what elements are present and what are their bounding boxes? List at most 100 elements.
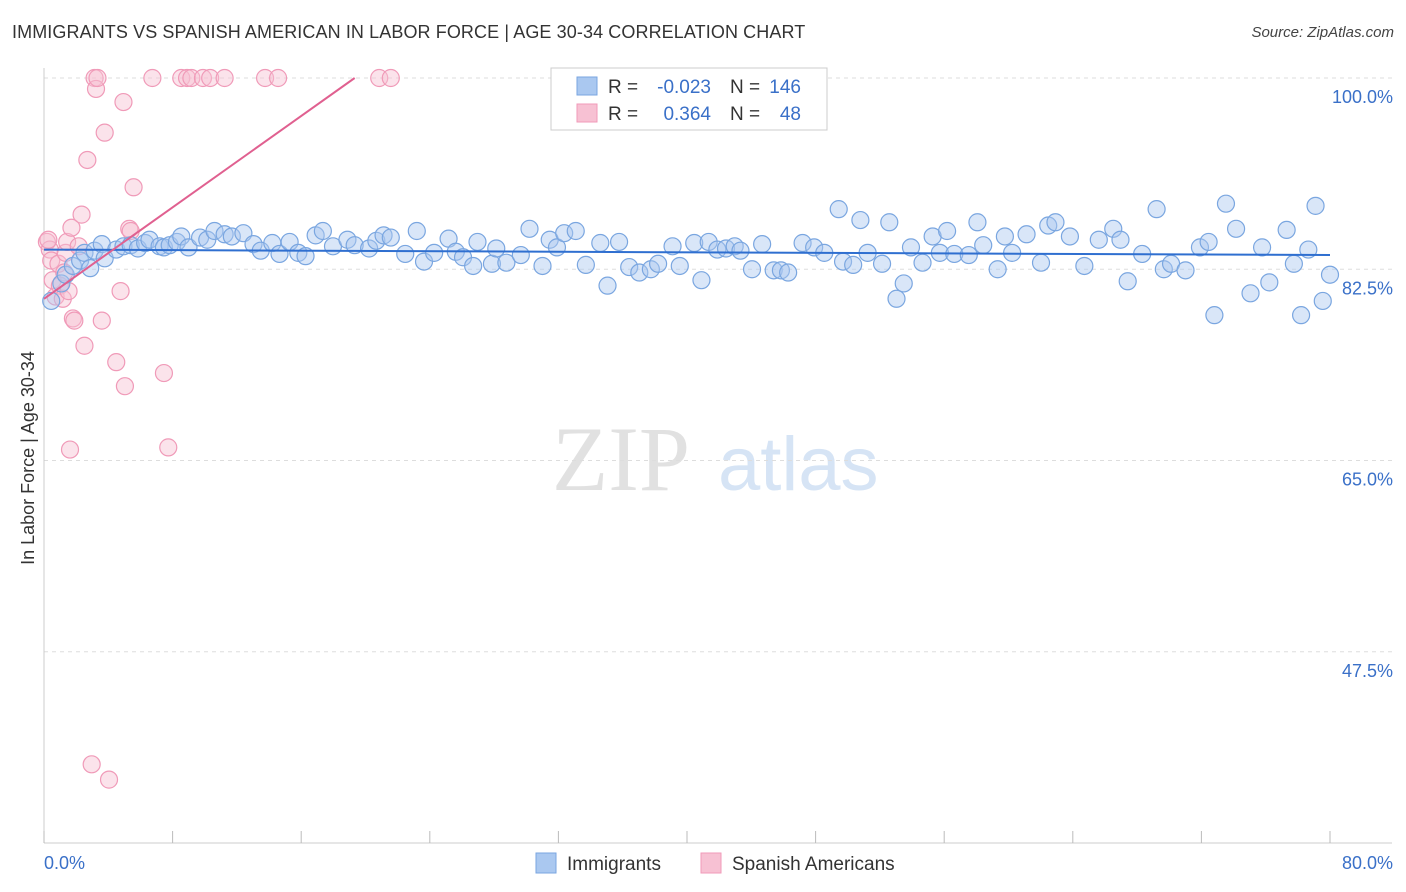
immigrants-point: [1104, 219, 1123, 238]
y-tick-label-0: 100.0%: [1332, 87, 1393, 107]
immigrants-point: [172, 227, 191, 246]
spanish-americans-point: [75, 336, 94, 355]
immigrants-point: [753, 235, 772, 254]
immigrants-point: [533, 256, 552, 276]
immigrants-point: [959, 245, 978, 265]
bottom-legend-swatch-immigrants: [535, 852, 557, 874]
y-tick-labels: 100.0% 82.5% 65.0% 47.5%: [1332, 87, 1393, 681]
x-tick-label-max: 80.0%: [1342, 853, 1393, 873]
immigrants-point: [566, 221, 585, 241]
immigrants-point: [609, 232, 629, 252]
immigrants-point: [140, 230, 159, 249]
legend-r-label-immigrants: R =: [608, 77, 638, 98]
immigrants-point: [1313, 291, 1332, 311]
immigrants-point: [988, 260, 1007, 279]
legend-swatch-spanish-americans: [576, 103, 598, 123]
immigrants-point: [313, 221, 332, 241]
spanish-americans-point: [154, 363, 174, 383]
x-tick-labels: 0.0% 80.0%: [44, 853, 1393, 873]
immigrants-point: [179, 238, 198, 257]
spanish-americans-point: [159, 438, 178, 457]
immigrants-point: [464, 256, 483, 276]
immigrants-point: [880, 213, 899, 232]
immigrants-point: [1147, 200, 1166, 219]
immigrants-point: [937, 221, 957, 241]
immigrants-point: [793, 233, 812, 253]
immigrants-point: [425, 243, 444, 262]
immigrants-point: [1205, 306, 1224, 325]
spanish-americans-point: [49, 254, 68, 273]
spanish-americans-point: [65, 311, 84, 330]
spanish-americans-point: [39, 230, 58, 249]
legend-r-value-spanish-americans: 0.364: [663, 104, 711, 125]
spanish-americans-point: [201, 68, 220, 88]
watermark-atlas: atlas: [718, 422, 879, 507]
immigrants-point: [296, 247, 315, 266]
bottom-legend-label-immigrants: Immigrants: [567, 854, 661, 875]
immigrants-point: [1277, 220, 1296, 240]
immigrants-point: [497, 253, 516, 272]
y-tick-label-1: 82.5%: [1342, 278, 1393, 298]
immigrants-trend-line: [43, 248, 1331, 257]
immigrants-point: [1031, 253, 1051, 272]
spanish-americans-point: [114, 92, 133, 112]
immigrants-point: [360, 239, 379, 258]
immigrants-point: [1060, 227, 1080, 246]
immigrants-point: [1284, 254, 1303, 273]
spanish-americans-point: [115, 377, 135, 396]
immigrants-point: [345, 236, 364, 255]
immigrants-point: [901, 238, 921, 257]
correlation-legend: R = -0.023 N = 146 R = 0.364 N = 48: [550, 67, 828, 131]
immigrants-point: [1306, 196, 1325, 215]
immigrants-point: [663, 237, 682, 256]
spanish-americans-point: [215, 68, 234, 88]
immigrants-point: [381, 228, 400, 247]
spanish-americans-point: [92, 311, 111, 330]
spanish-americans-point: [111, 282, 130, 301]
watermark-zip: ZIP: [552, 408, 690, 510]
immigrants-point: [222, 227, 241, 246]
immigrants-point: [974, 236, 993, 255]
immigrants-point: [407, 221, 426, 241]
immigrants-point: [396, 244, 415, 264]
immigrants-point: [1176, 261, 1195, 280]
immigrants-point: [764, 261, 783, 280]
immigrants-point: [487, 239, 506, 258]
spanish-americans-point: [95, 123, 114, 142]
spanish-americans-point: [255, 68, 275, 88]
immigrants-point: [215, 225, 234, 244]
spanish-americans-point: [62, 218, 81, 237]
bottom-legend-label-spanish-americans: Spanish Americans: [732, 854, 895, 875]
immigrants-point: [244, 235, 263, 254]
legend-n-label-immigrants: N =: [730, 77, 760, 98]
spanish-americans-point: [381, 68, 400, 88]
spanish-americans-point: [193, 68, 213, 88]
immigrants-point: [731, 241, 750, 260]
spanish-americans-point: [268, 68, 288, 88]
spanish-americans-point: [143, 68, 162, 88]
immigrants-point: [1017, 225, 1036, 244]
spanish-americans-point: [60, 440, 80, 459]
immigrants-point: [829, 200, 848, 219]
spanish-americans-trend-line: [43, 77, 356, 300]
legend-n-value-spanish-americans: 48: [780, 104, 801, 125]
immigrants-point: [511, 245, 530, 265]
y-tick-label-3: 47.5%: [1342, 661, 1393, 681]
immigrants-point: [555, 224, 574, 243]
spanish-americans-point: [88, 68, 107, 88]
immigrants-point: [1299, 240, 1318, 259]
chart-title: IMMIGRANTS VS SPANISH AMERICAN IN LABOR …: [12, 22, 806, 42]
immigrants-point: [872, 254, 892, 273]
immigrants-point: [995, 227, 1014, 246]
chart-source: Source: ZipAtlas.com: [1251, 24, 1394, 41]
y-axis-title: In Labor Force | Age 30-34: [18, 351, 38, 565]
immigrants-point: [894, 274, 913, 293]
immigrants-point: [805, 238, 824, 257]
immigrants-point: [1075, 256, 1094, 276]
spanish-americans-point: [99, 770, 119, 789]
immigrants-point: [1118, 272, 1137, 291]
immigrants-point: [620, 257, 639, 277]
immigrants-point: [52, 274, 71, 293]
trend-lines: [43, 77, 1331, 300]
